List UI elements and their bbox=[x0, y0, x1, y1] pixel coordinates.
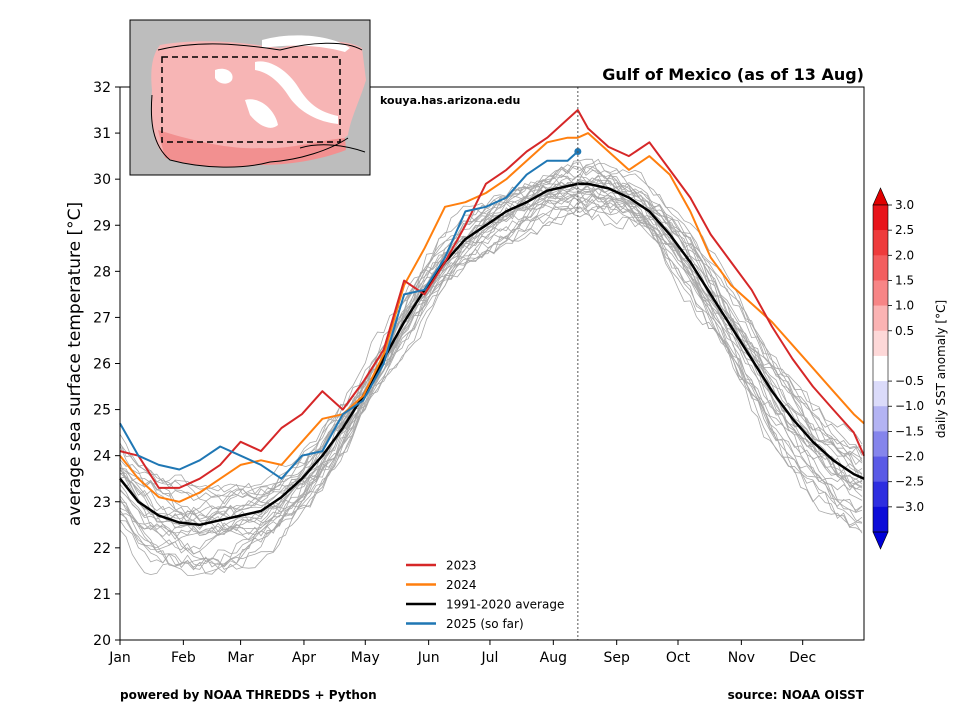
legend-label: 2025 (so far) bbox=[446, 617, 524, 631]
legend-label: 1991-2020 average bbox=[446, 598, 564, 612]
y-tick-label: 21 bbox=[93, 587, 111, 603]
historical-year-line bbox=[119, 197, 863, 536]
colorbar-segment bbox=[873, 481, 888, 508]
chart-title: Gulf of Mexico (as of 13 Aug) bbox=[602, 65, 864, 84]
y-tick-label: 22 bbox=[93, 541, 111, 557]
historical-year-line bbox=[119, 173, 863, 523]
colorbar-segment bbox=[873, 456, 888, 482]
inset-frame bbox=[129, 19, 371, 176]
y-tick-label: 28 bbox=[93, 264, 111, 280]
footer-source: source: NOAA OISST bbox=[727, 688, 864, 702]
x-tick-label: Jul bbox=[481, 650, 499, 666]
inset-map bbox=[129, 19, 371, 176]
neutral-anomaly-patch bbox=[262, 35, 350, 52]
y-tick-label: 31 bbox=[93, 126, 111, 142]
colorbar-bottom-arrow bbox=[872, 531, 889, 550]
x-tick-label: Nov bbox=[728, 650, 755, 666]
inset-region-box bbox=[161, 56, 341, 143]
colorbar-tick-label: −2.5 bbox=[895, 475, 924, 489]
colorbar-segment bbox=[873, 205, 888, 231]
y-tick-label: 27 bbox=[93, 310, 111, 326]
historical-year-line bbox=[119, 194, 863, 576]
coastline bbox=[150, 42, 363, 168]
colorbar-segment bbox=[873, 280, 888, 306]
colorbar-tick-label: 2.0 bbox=[895, 248, 914, 262]
x-tick-label: Oct bbox=[666, 650, 691, 666]
historical-year-line bbox=[119, 199, 863, 567]
y-tick-label: 32 bbox=[93, 80, 111, 96]
colorbar-tick-label: 3.0 bbox=[895, 198, 914, 212]
historical-year-line bbox=[119, 173, 863, 551]
colorbar-label: daily SST anomaly [°C] bbox=[934, 300, 948, 438]
colorbar-frame bbox=[872, 204, 889, 533]
colorbar-tick-label: 1.5 bbox=[895, 273, 914, 287]
colorbar-segment bbox=[873, 506, 888, 533]
colorbar-tick-label: 0.5 bbox=[895, 324, 914, 338]
colorbar-top-arrow bbox=[872, 187, 889, 206]
colorbar-tick-label: 1.0 bbox=[895, 299, 914, 313]
y-tick-label: 26 bbox=[93, 357, 111, 373]
historical-year-line bbox=[119, 184, 863, 533]
y-tick-label: 20 bbox=[93, 633, 111, 649]
y-axis-label: average sea surface temperature [°C] bbox=[65, 202, 85, 526]
colorbar-tick-label: −3.0 bbox=[895, 500, 924, 514]
series-line-2025 bbox=[119, 150, 579, 480]
colorbar-segment bbox=[873, 255, 888, 281]
colorbar-tick-label: −1.0 bbox=[895, 399, 924, 413]
x-tick-label: May bbox=[351, 650, 380, 666]
colorbar-segment bbox=[873, 330, 888, 357]
colorbar-tick-label: −2.0 bbox=[895, 450, 924, 464]
historical-year-line bbox=[119, 158, 863, 522]
x-tick-label: Mar bbox=[227, 650, 254, 666]
legend-label: 2024 bbox=[446, 578, 477, 592]
y-tick-label: 25 bbox=[93, 403, 111, 419]
y-axis-ticks: 20 21 22 23 24 25 26 27 28 29 30 31 32 bbox=[93, 80, 120, 649]
historical-year-line bbox=[119, 175, 863, 529]
historical-year-line bbox=[119, 178, 863, 552]
series-line-2024 bbox=[119, 132, 865, 503]
cuba-coastline bbox=[299, 144, 366, 153]
series-lines bbox=[119, 109, 865, 527]
y-tick-label: 29 bbox=[93, 218, 111, 234]
x-tick-label: Aug bbox=[540, 650, 567, 666]
series-line-1991-2020 bbox=[119, 182, 865, 527]
colorbar-segment bbox=[873, 381, 888, 407]
historical-year-line bbox=[119, 165, 863, 497]
y-tick-label: 24 bbox=[93, 449, 111, 465]
series-line-2023 bbox=[119, 109, 865, 489]
historical-year-line bbox=[119, 207, 863, 571]
neutral-anomaly-patch bbox=[215, 68, 233, 84]
colorbar-tick-label: −1.5 bbox=[895, 424, 924, 438]
x-tick-label: Dec bbox=[789, 650, 816, 666]
y-tick-label: 30 bbox=[93, 172, 111, 188]
x-tick-label: Sep bbox=[603, 650, 630, 666]
colorbar-segment bbox=[873, 230, 888, 256]
x-tick-label: Jun bbox=[417, 650, 440, 666]
legend-label: 2023 bbox=[446, 559, 477, 573]
x-tick-label: Apr bbox=[292, 650, 316, 666]
colorbar-segment bbox=[873, 355, 888, 382]
x-tick-label: Feb bbox=[171, 650, 196, 666]
x-tick-label: Jan bbox=[108, 650, 131, 666]
historical-year-line bbox=[119, 188, 863, 570]
historical-year-line bbox=[119, 190, 863, 564]
footer-credit: powered by NOAA THREDDS + Python bbox=[120, 688, 377, 702]
neutral-anomaly-patch bbox=[245, 99, 278, 128]
colorbar: 3.0 2.5 2.0 1.5 1.0 0.5 −0.5 −1.0 −1.5 −2.0 −2.5 −3… bbox=[872, 187, 924, 550]
colorbar-tick-label: 2.5 bbox=[895, 223, 914, 237]
x-axis-ticks: Jan Feb Mar Apr May Jun Jul Aug Sep Oct Nov Dec bbox=[108, 640, 816, 666]
colorbar-tick-label: −0.5 bbox=[895, 374, 924, 388]
historical-year-line bbox=[119, 173, 863, 501]
source-url-annotation: kouya.has.arizona.edu bbox=[380, 94, 520, 107]
legend: 2023 2024 1991-2020 average 2025 (so far) bbox=[406, 559, 564, 631]
y-tick-label: 23 bbox=[93, 495, 111, 511]
colorbar-segment bbox=[873, 305, 888, 332]
historical-year-line bbox=[119, 182, 863, 569]
neutral-anomaly-patch bbox=[255, 61, 338, 124]
colorbar-segment bbox=[873, 431, 888, 457]
colorbar-segment bbox=[873, 406, 888, 432]
